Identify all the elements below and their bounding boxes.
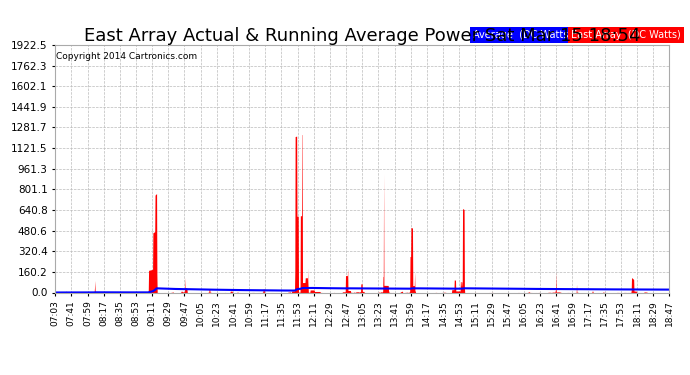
Text: Average  (DC Watts): Average (DC Watts)	[473, 30, 572, 40]
Text: Copyright 2014 Cartronics.com: Copyright 2014 Cartronics.com	[56, 53, 197, 62]
Text: East Array  (DC Watts): East Array (DC Watts)	[571, 30, 681, 40]
Title: East Array Actual & Running Average Power Sat Mar 15 18:54: East Array Actual & Running Average Powe…	[84, 27, 640, 45]
